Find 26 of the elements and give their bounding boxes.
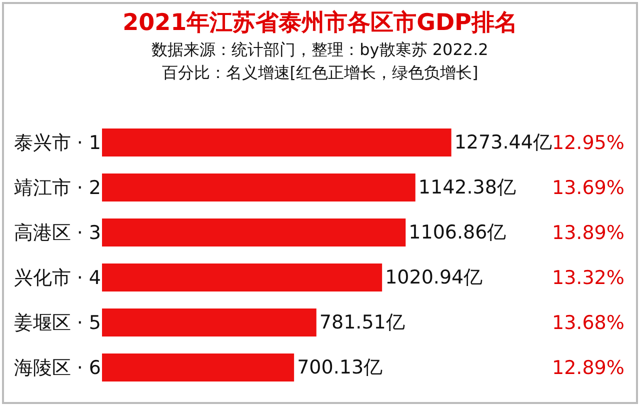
y-tick-label: 姜堰区 · 5	[14, 312, 101, 334]
bar	[102, 128, 452, 156]
data-label: 700.13亿	[297, 356, 383, 378]
bar	[102, 308, 316, 336]
y-tick-label: 泰兴市 · 1	[14, 132, 101, 154]
data-label: 1106.86亿	[408, 222, 506, 244]
bar	[102, 174, 416, 202]
bar	[102, 354, 294, 382]
y-tick-label: 海陵区 · 6	[14, 357, 101, 380]
chart-title: 2021年江苏省泰州市各区市GDP排名	[122, 9, 518, 38]
text: 12.89%	[552, 357, 624, 379]
y-tick-label: 高港区 · 3	[14, 222, 101, 244]
y-tick-label: 兴化市 · 4	[14, 267, 101, 290]
data-label: 781.51亿	[319, 312, 405, 334]
text: 13.32%	[552, 267, 624, 289]
text: 13.68%	[552, 312, 624, 334]
data-label: 1142.38亿	[418, 176, 516, 198]
bar	[102, 264, 382, 292]
bar	[102, 218, 406, 246]
y-tick-label: 靖江市 · 2	[14, 177, 101, 200]
text: 13.89%	[552, 222, 624, 244]
data-label: 1020.94亿	[385, 266, 483, 288]
chart-subtitle: 数据来源：统计部门，整理：by散寒苏 2022.2 百分比：名义增速[红色正增长，绿色负增长]	[150, 39, 490, 84]
data-label: 1273.44亿	[454, 132, 552, 154]
text: 13.69%	[552, 177, 624, 199]
text: 12.95%	[552, 132, 624, 154]
